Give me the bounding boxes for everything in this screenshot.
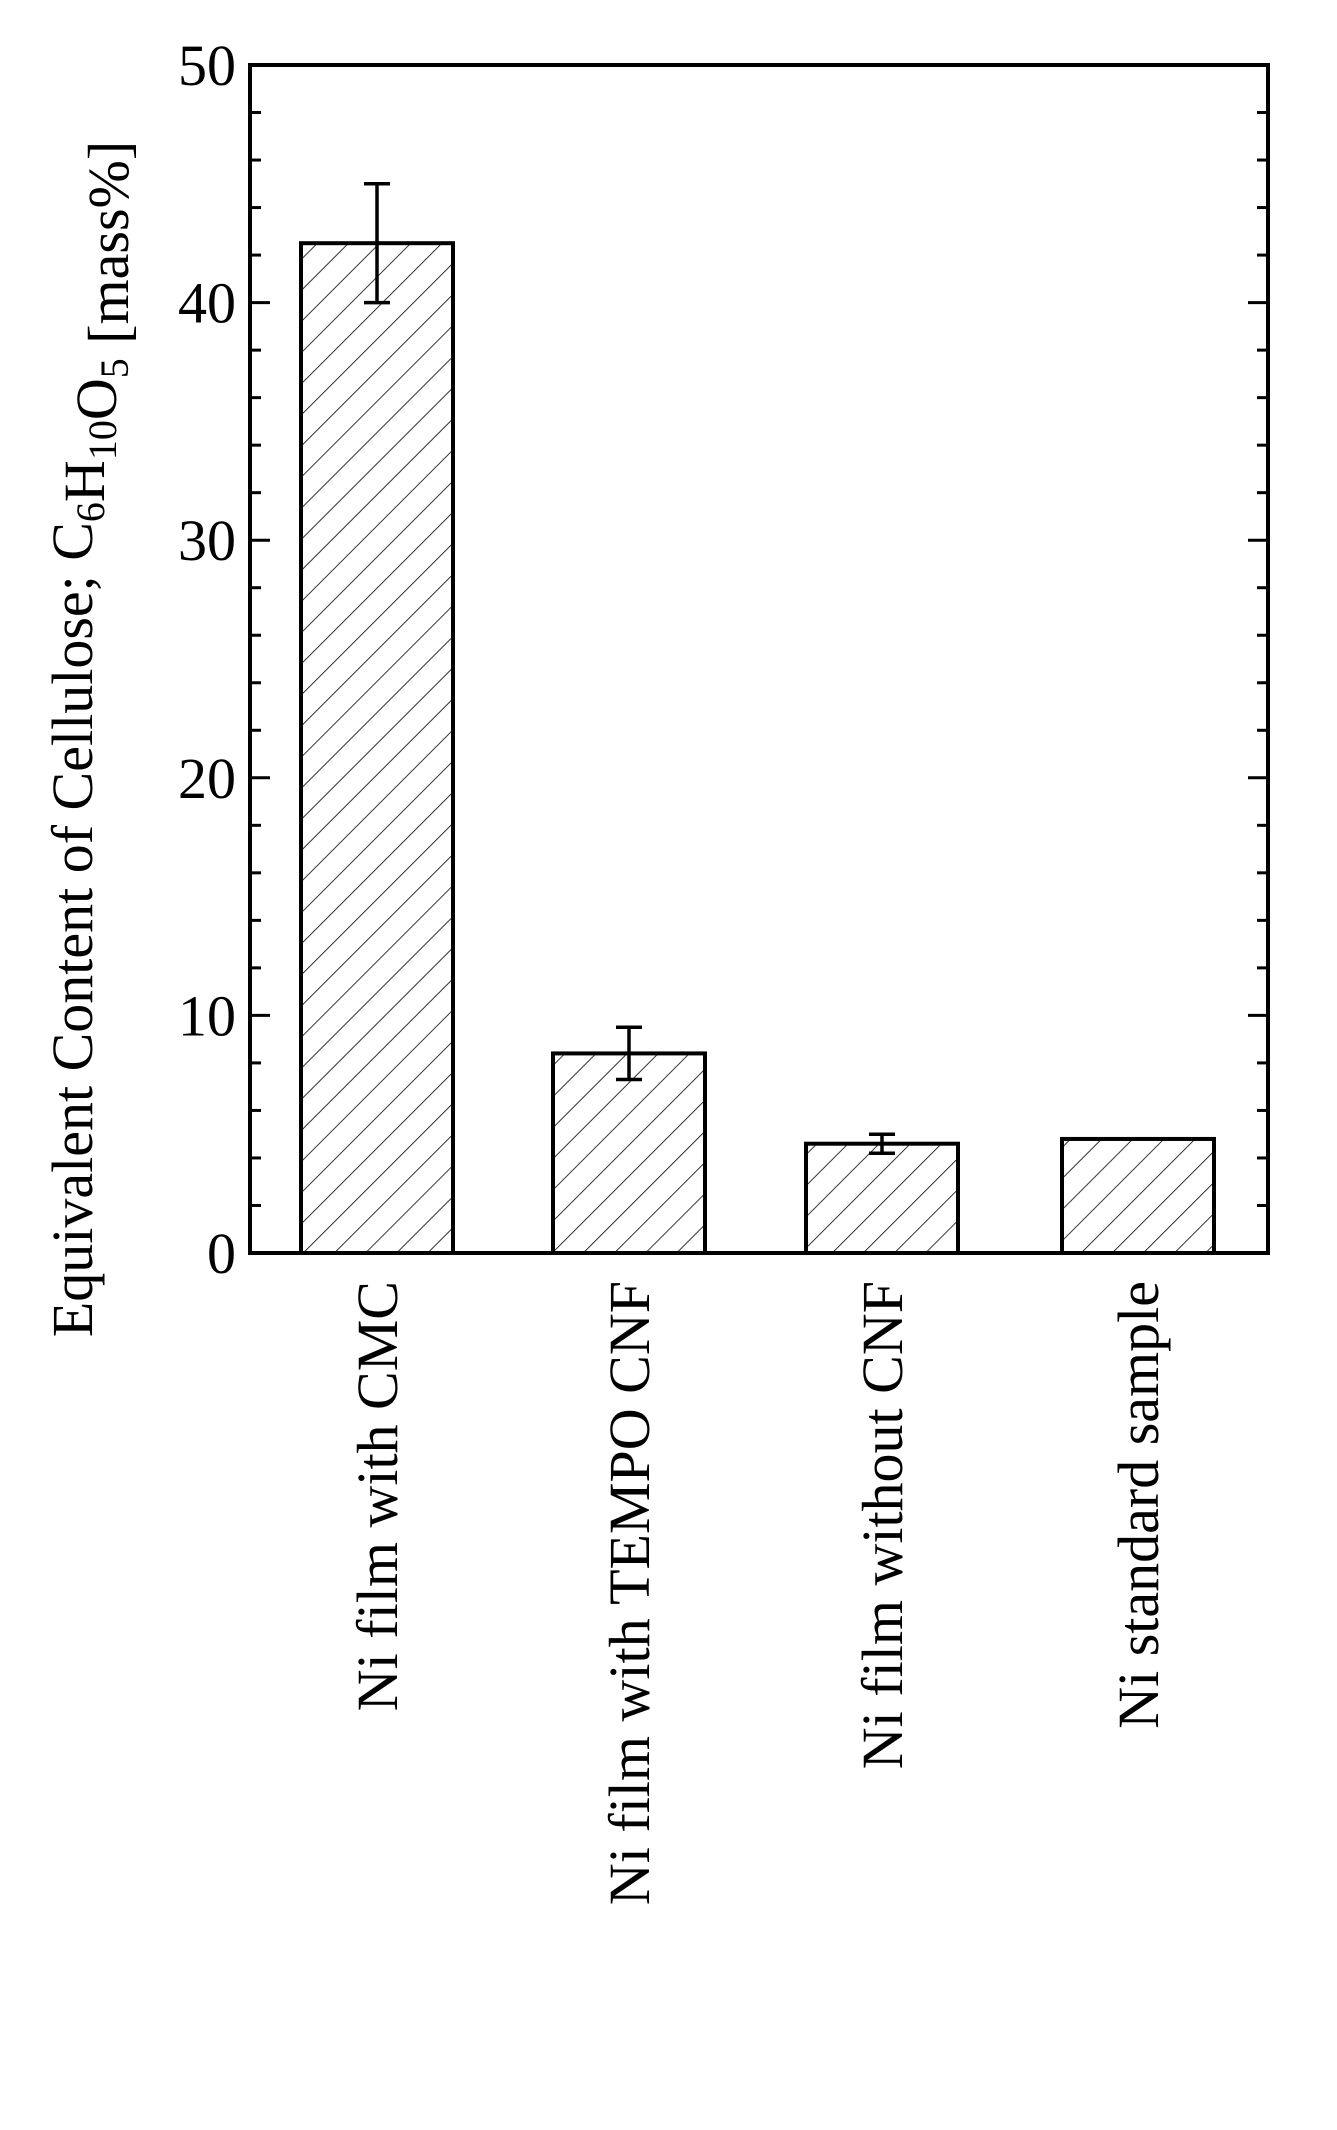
error-bar-2 [616,1025,642,1082]
bar-1 [299,241,455,1255]
y-tick-label: 10 [178,983,236,1048]
x-category-label: Ni standard sample [1106,1281,1171,1729]
x-axis-labels: Ni film with CMC Ni film with TEMPO CNF Ni… [345,1281,1171,1905]
y-tick-label: 20 [178,746,236,811]
y-tick-label: 30 [178,508,236,573]
y-tick-label: 0 [207,1221,236,1286]
bar-4 [1060,1136,1216,1256]
y-tick-label: 50 [178,33,236,98]
bars-layer [299,241,1216,1256]
error-bar-1 [364,182,390,305]
error-bar-3 [869,1132,895,1155]
x-category-label: Ni film with CMC [345,1281,410,1711]
x-category-label: Ni film without CNF [850,1281,915,1769]
y-tick-label: 40 [178,271,236,336]
y-axis-label: Equivalent Content of Cellulose; C6H10O5… [40,141,141,1337]
plot-frame [248,63,1270,1255]
y-axis: 0 10 20 30 40 50 [178,33,1268,1286]
bar-2 [551,1051,707,1256]
bar-3 [804,1141,960,1255]
x-category-label: Ni film with TEMPO CNF [597,1281,662,1905]
error-bars-layer [364,182,895,1155]
